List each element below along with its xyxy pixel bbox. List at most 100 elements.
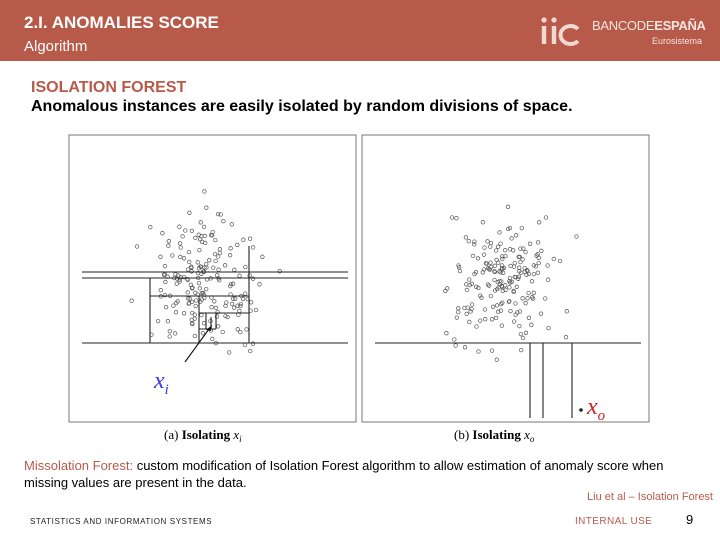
scatter-point [243, 264, 248, 270]
scatter-point [501, 270, 506, 275]
scatter-point [178, 254, 183, 260]
scatter-point [214, 314, 220, 319]
scatter-point [217, 250, 223, 256]
scatter-point [472, 239, 477, 244]
header-bar: 2.I. ANOMALIES SCORE Algorithm BANCODEES… [0, 0, 720, 61]
scatter-point [463, 235, 469, 240]
scatter-point [511, 289, 516, 295]
scatter-point [213, 305, 219, 311]
scatter-point [454, 315, 459, 320]
scatter-point [518, 246, 523, 251]
scatter-point [531, 263, 536, 268]
slide-title: 2.I. ANOMALIES SCORE [24, 13, 219, 32]
panel-a-caption: (a) Isolating xi [164, 427, 242, 444]
panel-a-points [129, 189, 282, 355]
scatter-point [526, 290, 531, 296]
scatter-point [499, 266, 504, 271]
scatter-point [538, 311, 544, 316]
scatter-point [238, 301, 244, 307]
scatter-point [539, 248, 544, 253]
scatter-point [215, 309, 220, 315]
scatter-point [456, 265, 462, 270]
scatter-point [537, 220, 542, 225]
scatter-point [192, 333, 197, 339]
panel-a-partitions [82, 246, 348, 344]
scatter-point [220, 329, 225, 335]
scatter-point [250, 245, 256, 250]
scatter-point [502, 283, 508, 288]
scatter-point [526, 315, 532, 320]
scatter-point [543, 215, 549, 220]
section-title: ISOLATION FOREST [31, 79, 187, 96]
scatter-point [531, 271, 537, 277]
scatter-point [457, 268, 463, 274]
scatter-point [507, 285, 512, 290]
scatter-point [517, 254, 522, 260]
scatter-point [464, 287, 470, 293]
scatter-point [516, 265, 522, 270]
scatter-point [489, 348, 495, 353]
scatter-point [563, 335, 569, 340]
scatter-point [129, 298, 134, 303]
scatter-point [210, 336, 215, 342]
scatter-point [543, 296, 548, 301]
scatter-point [250, 276, 256, 281]
scatter-point [529, 322, 534, 327]
scatter-point [531, 290, 536, 295]
scatter-point [530, 295, 535, 300]
scatter-point [187, 259, 192, 265]
scatter-point [525, 268, 530, 274]
scatter-point [472, 242, 477, 247]
scatter-point [473, 270, 479, 275]
scatter-point [172, 331, 178, 336]
scatter-point [517, 309, 523, 314]
scatter-point [231, 281, 236, 286]
scatter-point [233, 296, 238, 301]
scatter-point [467, 282, 472, 288]
scatter-point [523, 330, 529, 335]
scatter-point [468, 309, 473, 314]
scatter-point [158, 254, 163, 259]
scatter-point [192, 316, 197, 321]
scatter-point [201, 224, 207, 230]
scatter-point [519, 347, 524, 353]
scatter-point [527, 241, 533, 246]
scatter-point [494, 303, 500, 308]
scatter-point [175, 299, 180, 304]
scatter-point [520, 257, 525, 262]
scatter-point [505, 204, 511, 209]
scatter-point [474, 324, 479, 329]
scatter-point [467, 319, 472, 325]
scatter-point [444, 331, 449, 336]
scatter-point [238, 303, 243, 309]
scatter-point [516, 274, 522, 279]
scatter-point [204, 205, 209, 210]
scatter-point [228, 283, 233, 289]
scatter-point [212, 251, 218, 257]
scatter-point [513, 233, 519, 238]
scatter-point [546, 325, 551, 331]
scatter-point [187, 296, 192, 301]
scatter-point [235, 327, 240, 332]
scatter-point [227, 350, 232, 355]
caption-highlight: Missolation Forest: [24, 458, 134, 473]
scatter-point [195, 260, 200, 265]
scatter-point [495, 244, 501, 249]
scatter-point [204, 265, 209, 270]
scatter-point [247, 236, 253, 241]
scatter-point [507, 225, 513, 231]
panel-b-caption: (b) Isolating xo [454, 427, 535, 444]
scatter-point [196, 266, 202, 271]
scatter-point [454, 216, 459, 221]
scatter-point [513, 301, 518, 306]
scatter-point [479, 295, 484, 300]
scatter-point [522, 269, 527, 275]
point-b-label: xo [586, 394, 606, 424]
scatter-point [501, 265, 507, 271]
scatter-point [210, 233, 215, 238]
scatter-point [474, 284, 479, 289]
scatter-point [482, 307, 488, 312]
scatter-point [503, 287, 508, 292]
scatter-point [498, 308, 504, 313]
scatter-point [495, 279, 500, 285]
